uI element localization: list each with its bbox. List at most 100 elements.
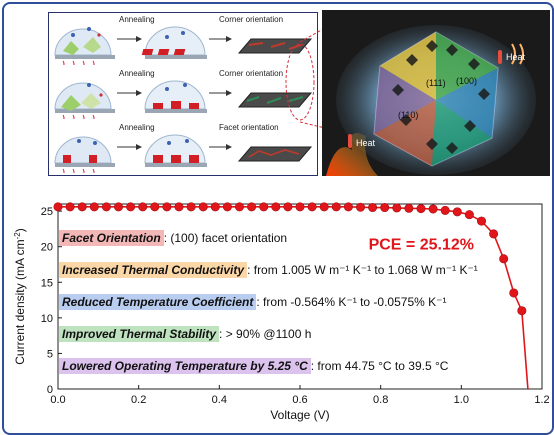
property-operating-temperature: Lowered Operating Temperature by 5.25 °C… — [59, 357, 448, 375]
plane-label-100: (100) — [456, 76, 477, 86]
x-tick-label: 0.8 — [373, 394, 388, 406]
x-tick-label: 1.2 — [534, 394, 549, 406]
x-tick-label: 1.0 — [454, 394, 469, 406]
jv-data-point — [186, 202, 196, 212]
jv-data-point — [174, 202, 184, 212]
jv-data-point — [476, 216, 486, 226]
property-operating-title: Lowered Operating Temperature by 5.25 °C — [59, 358, 311, 374]
property-conductivity-detail: : from 1.005 W m⁻¹ K⁻¹ to 1.068 W m⁻¹ K⁻… — [247, 263, 478, 277]
y-tick-label: 15 — [41, 277, 53, 289]
schematic-row-3-result: Facet orientation — [219, 123, 279, 132]
property-coefficient-title: Reduced Temperature Coefficient — [59, 294, 257, 310]
jv-data-point — [65, 202, 75, 212]
jv-data-point — [452, 207, 462, 217]
x-axis-ticks: 0.0 0.2 0.4 0.6 0.8 1.0 1.2 — [50, 385, 550, 406]
jv-data-point — [509, 288, 519, 298]
property-operating-detail: : from 44.75 °C to 39.5 °C — [310, 359, 449, 373]
jv-data-point — [150, 202, 160, 212]
schematic-row-1-graphic — [54, 26, 313, 68]
y-axis-ticks: 0 5 10 15 20 25 — [41, 206, 62, 396]
x-tick-label: 0.6 — [292, 394, 307, 406]
jv-data-point — [392, 203, 402, 213]
jv-data-point — [53, 202, 63, 212]
jv-data-point — [428, 204, 438, 214]
jv-data-point — [126, 202, 136, 212]
property-thermal-stability: Improved Thermal Stability : > 90% @1100… — [59, 325, 311, 343]
jv-data-point — [198, 202, 208, 212]
schematic-panel: Annealing Corner orientation — [48, 12, 318, 176]
y-axis-label-exp: -2 — [13, 232, 22, 240]
jv-data-point — [489, 229, 499, 239]
property-temperature-coefficient: Reduced Temperature Coefficient : from -… — [59, 293, 446, 311]
property-coefficient-detail: : from -0.564% K⁻¹ to -0.0575% K⁻¹ — [256, 295, 447, 309]
schematic-row-1-result: Corner orientation — [219, 15, 284, 24]
jv-data-point — [247, 202, 257, 212]
jv-data-point — [440, 205, 450, 215]
crystal-illustration: Heat Heat (111) (100) (110) — [322, 10, 550, 176]
jv-data-point — [355, 202, 365, 212]
property-stability-detail: : > 90% @1100 h — [219, 327, 312, 341]
schematic-row-3: Annealing Facet orientation — [49, 121, 317, 176]
jv-data-point — [77, 202, 87, 212]
jv-data-point — [222, 202, 232, 212]
jv-data-point — [343, 202, 353, 212]
jv-data-point — [499, 254, 509, 264]
jv-data-point — [283, 202, 293, 212]
y-tick-label: 5 — [47, 348, 53, 360]
jv-data-point — [271, 202, 281, 212]
jv-data-point — [295, 202, 305, 212]
property-conductivity-title: Increased Thermal Conductivity — [59, 262, 248, 278]
heat-label-top: Heat — [506, 52, 526, 62]
jv-data-point — [380, 203, 390, 213]
crystal-graphic: Heat Heat (111) (100) (110) — [326, 25, 536, 176]
jv-chart: 0.0 0.2 0.4 0.6 0.8 1.0 1.2 0 5 10 15 20 25 Voltage… — [13, 202, 550, 422]
jv-data-point — [319, 202, 329, 212]
heat-label-bottom: Heat — [356, 138, 376, 148]
y-axis-label-unit: (mA cm — [13, 239, 27, 283]
jv-curve-points — [53, 202, 527, 316]
property-facet-title: Facet Orientation — [59, 230, 164, 246]
y-axis-label-main: Current density — [13, 283, 27, 364]
schematic-row-3-graphic — [54, 134, 313, 176]
jv-data-point — [138, 202, 148, 212]
jv-data-point — [331, 202, 341, 212]
plane-label-110: (110) — [398, 110, 418, 120]
jv-data-point — [89, 202, 99, 212]
property-thermal-conductivity: Increased Thermal Conductivity : from 1.… — [59, 261, 478, 279]
property-stability-title: Improved Thermal Stability — [59, 326, 220, 342]
jv-data-point — [464, 210, 474, 220]
schematic-row-1-step: Annealing — [119, 15, 155, 24]
y-tick-label: 25 — [41, 206, 53, 218]
y-tick-label: 10 — [41, 313, 53, 325]
y-tick-label: 20 — [41, 242, 53, 254]
jv-data-point — [162, 202, 172, 212]
jv-data-point — [210, 202, 220, 212]
plane-label-111: (111) — [426, 78, 446, 88]
y-tick-label: 0 — [47, 384, 53, 396]
jv-data-point — [307, 202, 317, 212]
schematic-row-2: Annealing Corner orientation — [49, 67, 317, 122]
schematic-row-2-step: Annealing — [119, 69, 155, 78]
schematic-row-1: Annealing Corner orientation — [49, 13, 317, 68]
property-facet-detail: : (100) facet orientation — [163, 231, 288, 245]
property-facet-orientation: Facet Orientation : (100) facet orientat… — [59, 229, 287, 247]
x-tick-label: 0.0 — [50, 394, 65, 406]
schematic-row-2-graphic — [54, 80, 313, 122]
schematic-row-3-step: Annealing — [119, 123, 155, 132]
jv-data-point — [368, 203, 378, 213]
y-axis-label-close: ) — [13, 228, 27, 232]
pce-annotation: PCE = 25.12% — [369, 237, 474, 254]
jv-data-point — [101, 202, 111, 212]
jv-data-point — [235, 202, 245, 212]
jv-data-point — [404, 203, 414, 213]
x-tick-label: 0.2 — [131, 394, 146, 406]
jv-data-point — [416, 204, 426, 214]
jv-data-point — [259, 202, 269, 212]
x-axis-label: Voltage (V) — [270, 408, 329, 422]
jv-data-point — [517, 306, 527, 316]
schematic-row-2-result: Corner orientation — [219, 69, 284, 78]
y-axis-label: Current density (mA cm-2) — [13, 228, 28, 365]
jv-data-point — [114, 202, 124, 212]
x-tick-label: 0.4 — [212, 394, 227, 406]
